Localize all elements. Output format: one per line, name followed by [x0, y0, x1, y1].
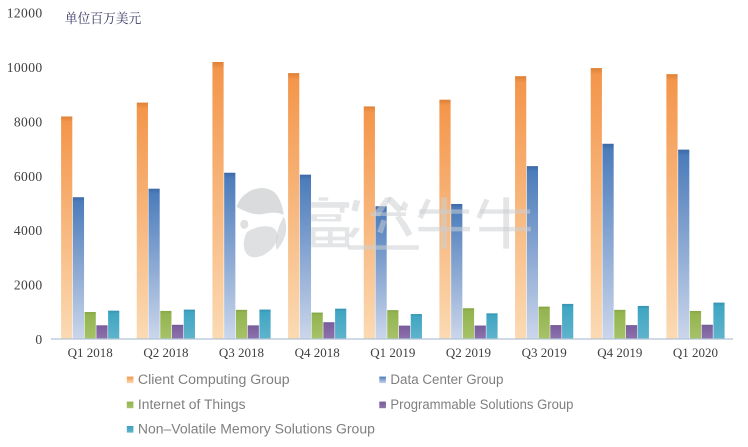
svg-text:4000: 4000	[14, 223, 43, 238]
svg-text:Q3 2018: Q3 2018	[219, 345, 264, 360]
svg-text:Q2 2018: Q2 2018	[143, 345, 188, 360]
svg-text:12000: 12000	[7, 6, 43, 21]
svg-text:Non–Volatile Memory Solutions: Non–Volatile Memory Solutions Group	[138, 421, 375, 436]
svg-text:8000: 8000	[14, 114, 43, 129]
svg-text:Internet of Things: Internet of Things	[138, 397, 246, 412]
svg-text:Programmable Solutions Group: Programmable Solutions Group	[390, 397, 573, 412]
svg-text:0: 0	[35, 332, 42, 347]
svg-text:10000: 10000	[7, 60, 43, 75]
svg-text:Q4 2019: Q4 2019	[597, 345, 642, 360]
svg-text:Q1 2019: Q1 2019	[370, 345, 415, 360]
svg-text:Q2 2019: Q2 2019	[446, 345, 491, 360]
svg-text:Data Center Group: Data Center Group	[390, 372, 503, 387]
svg-text:Q1 2020: Q1 2020	[673, 345, 718, 360]
svg-text:6000: 6000	[14, 169, 43, 184]
svg-text:Q3 2019: Q3 2019	[522, 345, 567, 360]
svg-text:Client Computing Group: Client Computing Group	[138, 372, 290, 387]
svg-text:Q4 2018: Q4 2018	[295, 345, 340, 360]
svg-text:Q1 2018: Q1 2018	[68, 345, 113, 360]
svg-text:2000: 2000	[14, 278, 43, 293]
